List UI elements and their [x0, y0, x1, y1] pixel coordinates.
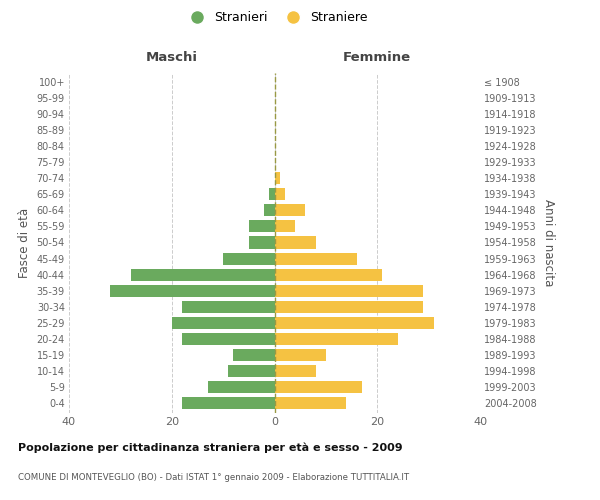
Bar: [275, 252, 356, 264]
Y-axis label: Anni di nascita: Anni di nascita: [542, 199, 556, 286]
Bar: [110, 284, 275, 296]
Bar: [275, 349, 326, 361]
Bar: [228, 365, 275, 377]
Bar: [275, 172, 280, 184]
Bar: [275, 397, 346, 409]
Bar: [275, 204, 305, 216]
Bar: [233, 349, 275, 361]
Bar: [275, 284, 424, 296]
Bar: [275, 365, 316, 377]
Bar: [275, 236, 316, 248]
Bar: [172, 316, 275, 328]
Text: COMUNE DI MONTEVEGLIO (BO) - Dati ISTAT 1° gennaio 2009 - Elaborazione TUTTITALI: COMUNE DI MONTEVEGLIO (BO) - Dati ISTAT …: [18, 472, 409, 482]
Bar: [269, 188, 275, 200]
Bar: [182, 332, 275, 344]
Bar: [264, 204, 275, 216]
Bar: [182, 300, 275, 312]
Bar: [275, 300, 424, 312]
Bar: [275, 220, 295, 232]
Bar: [275, 188, 285, 200]
Bar: [275, 316, 434, 328]
Bar: [208, 381, 275, 393]
Bar: [275, 268, 382, 280]
Bar: [182, 397, 275, 409]
Text: Popolazione per cittadinanza straniera per età e sesso - 2009: Popolazione per cittadinanza straniera p…: [18, 442, 403, 453]
Bar: [249, 236, 275, 248]
Legend: Stranieri, Straniere: Stranieri, Straniere: [179, 6, 373, 29]
Text: Maschi: Maschi: [146, 52, 198, 64]
Bar: [275, 332, 398, 344]
Bar: [249, 220, 275, 232]
Text: Femmine: Femmine: [343, 52, 412, 64]
Bar: [223, 252, 275, 264]
Y-axis label: Fasce di età: Fasce di età: [18, 208, 31, 278]
Bar: [131, 268, 275, 280]
Bar: [275, 381, 362, 393]
